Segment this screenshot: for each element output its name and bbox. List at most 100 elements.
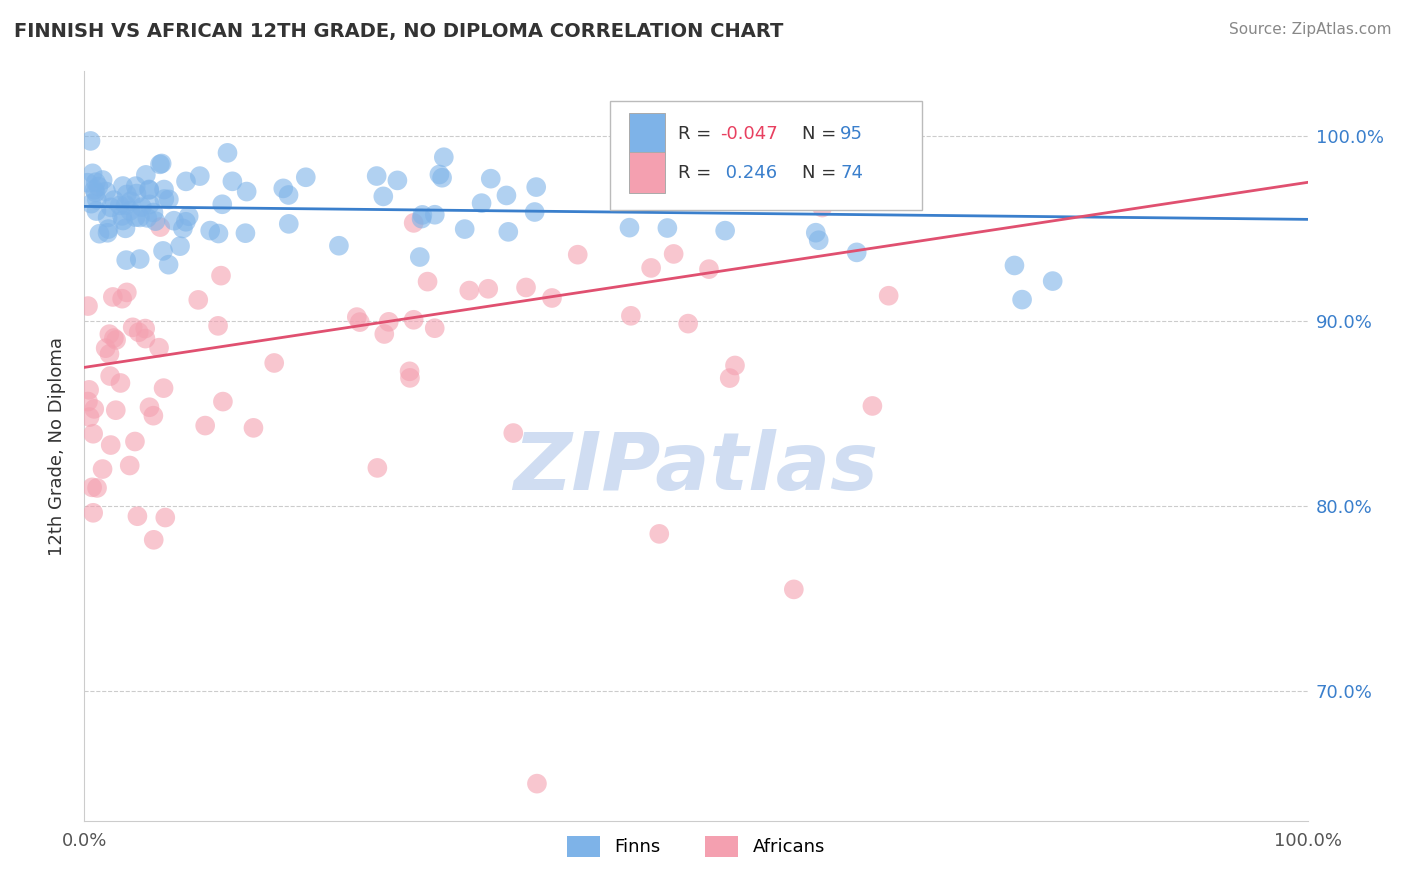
Finns	[294, 170, 316, 185]
Africans	[718, 371, 741, 385]
Finns	[221, 174, 243, 188]
Y-axis label: 12th Grade, No Diploma: 12th Grade, No Diploma	[48, 336, 66, 556]
Finns	[128, 252, 150, 266]
Finns	[174, 174, 197, 188]
Africans	[79, 410, 101, 425]
Africans	[98, 327, 121, 342]
Africans	[502, 425, 524, 440]
Africans	[121, 320, 143, 334]
Africans	[115, 285, 138, 300]
Text: N =: N =	[803, 163, 842, 181]
Africans	[207, 318, 229, 333]
Africans	[458, 284, 481, 298]
Finns	[111, 179, 134, 194]
Finns	[235, 185, 257, 199]
Finns	[91, 173, 114, 187]
Finns	[115, 253, 138, 268]
Finns	[153, 182, 176, 196]
Africans	[83, 401, 105, 416]
Africans	[111, 292, 134, 306]
Finns	[84, 175, 107, 189]
Finns	[714, 224, 737, 238]
Africans	[416, 275, 439, 289]
Africans	[118, 458, 141, 473]
Finns	[169, 239, 191, 253]
Finns	[277, 217, 299, 231]
Finns	[387, 173, 409, 187]
Africans	[620, 309, 643, 323]
Finns	[149, 157, 172, 171]
Finns	[217, 145, 239, 160]
Africans	[187, 293, 209, 307]
Africans	[664, 163, 686, 178]
Finns	[619, 220, 641, 235]
Finns	[429, 168, 451, 182]
Text: ZIPatlas: ZIPatlas	[513, 429, 879, 508]
Finns	[411, 211, 433, 226]
Finns	[76, 176, 98, 190]
Finns	[271, 181, 294, 195]
FancyBboxPatch shape	[610, 102, 922, 210]
Africans	[811, 201, 834, 215]
Africans	[155, 510, 177, 524]
Africans	[142, 533, 165, 547]
Finns	[211, 197, 233, 211]
Africans	[94, 341, 117, 355]
Finns	[94, 185, 117, 199]
Finns	[207, 227, 229, 241]
FancyBboxPatch shape	[628, 113, 665, 154]
Finns	[188, 169, 211, 183]
Finns	[411, 208, 433, 222]
Africans	[149, 220, 172, 235]
Africans	[138, 401, 160, 415]
Finns	[152, 244, 174, 258]
Africans	[142, 409, 165, 423]
Finns	[114, 221, 136, 235]
Africans	[104, 403, 127, 417]
Africans	[477, 282, 499, 296]
Finns	[163, 213, 186, 227]
Africans	[526, 777, 548, 791]
Finns	[430, 170, 453, 185]
Africans	[697, 262, 720, 277]
Finns	[366, 169, 388, 183]
Finns	[142, 205, 165, 219]
Finns	[86, 193, 108, 207]
Finns	[523, 205, 546, 219]
Africans	[373, 326, 395, 341]
Finns	[79, 134, 101, 148]
Africans	[515, 280, 537, 294]
Finns	[657, 221, 679, 235]
Finns	[845, 245, 868, 260]
Finns	[373, 189, 395, 203]
Finns	[87, 179, 110, 194]
Finns	[157, 258, 180, 272]
Finns	[114, 198, 136, 212]
Finns	[125, 179, 148, 194]
Africans	[402, 216, 425, 230]
Finns	[495, 188, 517, 202]
Africans	[82, 506, 104, 520]
Legend: Finns, Africans: Finns, Africans	[560, 829, 832, 864]
Africans	[77, 299, 100, 313]
Africans	[212, 394, 235, 409]
Finns	[277, 188, 299, 202]
Finns	[524, 180, 547, 194]
Finns	[807, 233, 830, 247]
Finns	[108, 198, 131, 212]
Finns	[124, 210, 146, 224]
Africans	[263, 356, 285, 370]
Finns	[80, 196, 103, 211]
Finns	[157, 193, 180, 207]
Africans	[346, 310, 368, 324]
Finns	[1011, 293, 1033, 307]
Finns	[1042, 274, 1064, 288]
Africans	[402, 313, 425, 327]
Finns	[89, 227, 111, 241]
Finns	[172, 221, 194, 235]
Finns	[128, 211, 150, 225]
Africans	[648, 527, 671, 541]
Finns	[103, 193, 125, 207]
Finns	[96, 226, 118, 240]
Africans	[860, 399, 883, 413]
